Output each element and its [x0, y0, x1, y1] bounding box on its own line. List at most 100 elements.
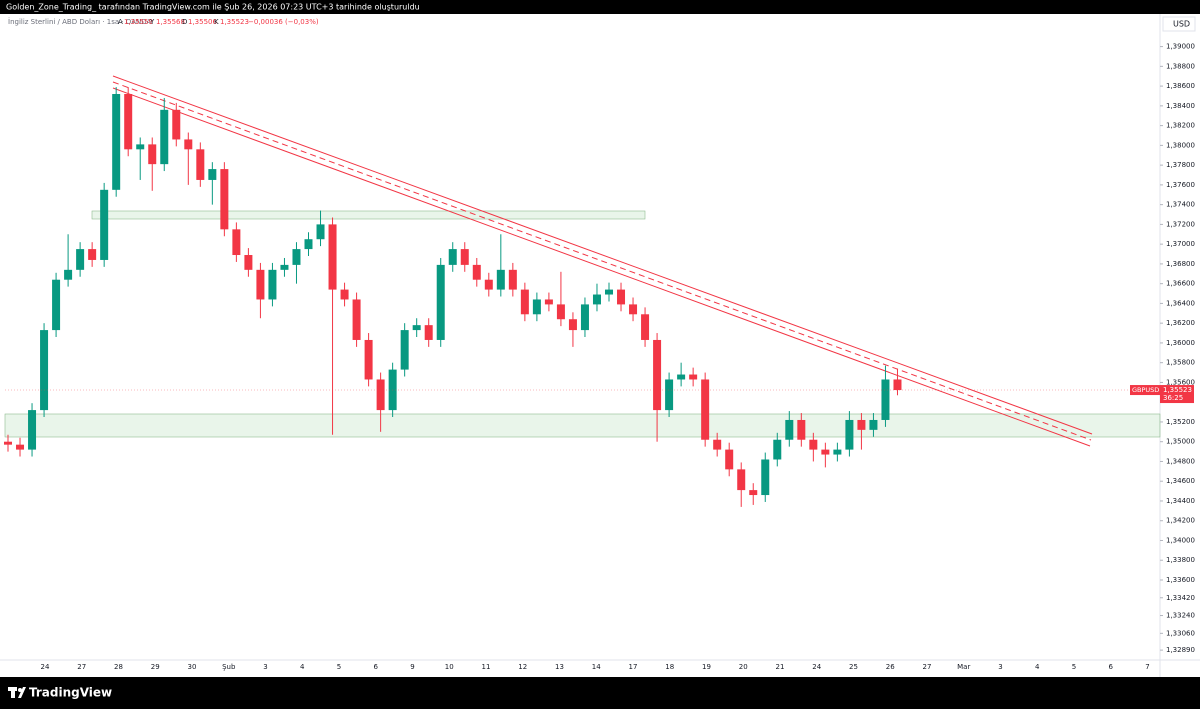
x-tick-label: 29 — [151, 663, 160, 671]
y-tick-label: 1,34000 — [1166, 536, 1195, 544]
candle-body — [508, 269, 517, 290]
currency-box[interactable] — [1162, 16, 1196, 32]
candle-body — [857, 419, 866, 430]
candle-body — [809, 439, 818, 450]
candle-body — [340, 289, 349, 300]
y-tick-label: 1,34200 — [1166, 517, 1195, 525]
candle-body — [544, 299, 553, 305]
y-tick-label: 1,35600 — [1166, 378, 1195, 386]
candle-body — [520, 289, 529, 315]
candle-body — [124, 94, 133, 150]
candle-body — [352, 299, 361, 340]
candle-body — [725, 449, 734, 470]
candle-body — [208, 169, 217, 180]
ohlc-key: D — [182, 18, 187, 26]
candle-body — [821, 449, 830, 455]
candle-body — [556, 304, 565, 320]
candle-body — [316, 224, 325, 240]
x-tick-label: 20 — [739, 663, 748, 671]
candle-body — [460, 249, 469, 265]
candle-body — [64, 269, 73, 280]
y-tick-label: 1,33420 — [1166, 594, 1195, 602]
y-tick-label: 1,37200 — [1166, 220, 1195, 228]
x-tick-label: 6 — [374, 663, 379, 671]
x-tick-label: 24 — [812, 663, 821, 671]
candle-body — [280, 264, 289, 270]
ohlc-value: 1,35568 — [156, 18, 185, 26]
footer-brand: TradingView — [29, 686, 112, 700]
x-tick-label: 4 — [1035, 663, 1040, 671]
zone — [4, 413, 1161, 438]
y-tick-label: 1,36400 — [1166, 299, 1195, 307]
ohlc-value: 1,35523 — [220, 18, 249, 26]
x-tick-label: 19 — [702, 663, 711, 671]
change: −0,00036 (−0,03%) — [248, 18, 319, 26]
x-tick-label: 28 — [114, 663, 123, 671]
y-tick-label: 1,37600 — [1166, 181, 1195, 189]
candle-body — [472, 264, 481, 280]
candle-body — [400, 330, 409, 370]
candle-body — [160, 109, 169, 165]
candle-body — [4, 441, 12, 445]
y-tick-label: 1,33240 — [1166, 612, 1195, 620]
candle-body — [893, 379, 902, 391]
candle-body — [40, 330, 49, 411]
x-tick-label: Şub — [222, 663, 236, 671]
legend: İngiliz Sterlini / ABD Doları · 1sa · OA… — [8, 17, 319, 26]
candle-body — [496, 269, 505, 290]
candle-body — [797, 419, 806, 440]
y-tick-label: 1,34800 — [1166, 457, 1195, 465]
candle-body — [677, 374, 686, 380]
candle-body — [172, 109, 181, 140]
candle-body — [328, 224, 337, 290]
candle-body — [376, 379, 385, 411]
y-tick-label: 1,35800 — [1166, 359, 1195, 367]
candle-body — [737, 469, 746, 491]
candle-body — [845, 419, 854, 450]
y-tick-label: 1,38000 — [1166, 141, 1195, 149]
ohlc-key: Y — [149, 18, 155, 26]
candle-body — [16, 444, 25, 450]
candle-body — [448, 249, 457, 265]
y-tick-label: 1,35000 — [1166, 438, 1195, 446]
y-tick-label: 1,38200 — [1166, 122, 1195, 130]
x-tick-label: 3 — [263, 663, 267, 671]
y-tick-label: 1,37400 — [1166, 201, 1195, 209]
candle-body — [580, 304, 589, 331]
y-tick-label: 1,33600 — [1166, 576, 1195, 584]
candle-body — [100, 189, 109, 260]
x-tick-label: 13 — [555, 663, 564, 671]
x-tick-label: Mar — [957, 663, 970, 671]
candle-body — [701, 379, 710, 440]
x-tick-label: 27 — [77, 663, 86, 671]
candle-body — [292, 249, 301, 265]
candle-body — [424, 325, 433, 340]
y-tick-label: 1,36000 — [1166, 339, 1195, 347]
candle-body — [641, 314, 650, 340]
x-tick-label: 24 — [41, 663, 50, 671]
candle-body — [617, 289, 626, 305]
ohlc-value: 1,35559 — [124, 18, 153, 26]
y-tick-label: 1,34400 — [1166, 497, 1195, 505]
y-tick-label: 1,33800 — [1166, 556, 1195, 564]
candle-body — [184, 139, 193, 150]
y-tick-label: 1,32890 — [1166, 646, 1195, 654]
candle-body — [689, 374, 698, 380]
y-tick-label: 1,36200 — [1166, 319, 1195, 327]
candle-body — [148, 144, 157, 165]
y-tick-label: 1,37800 — [1166, 161, 1195, 169]
x-tick-label: 7 — [1145, 663, 1149, 671]
x-tick-label: 18 — [665, 663, 674, 671]
candle-body — [76, 249, 85, 270]
candle-body — [869, 419, 878, 430]
x-tick-label: 6 — [1109, 663, 1114, 671]
candle-body — [232, 229, 241, 256]
candle-body — [88, 249, 97, 260]
channel — [112, 75, 1093, 447]
symbol-tag-box — [1130, 385, 1160, 396]
x-tick-label: 26 — [886, 663, 895, 671]
candle-body — [713, 439, 722, 450]
header-text: Golden_Zone_Trading_ tarafından TradingV… — [6, 3, 420, 12]
x-tick-label: 30 — [188, 663, 197, 671]
